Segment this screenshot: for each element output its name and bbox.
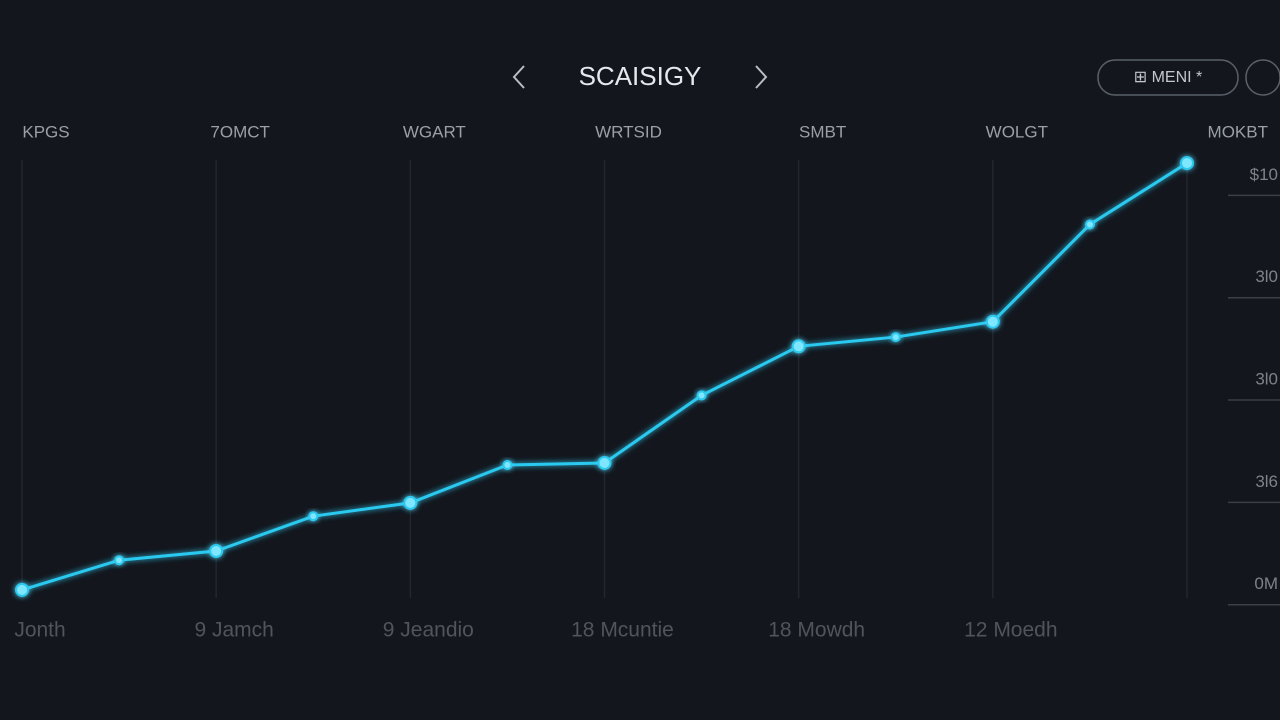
column-label: SMBT <box>799 122 846 141</box>
data-point <box>791 339 806 354</box>
menu-label: ⊞ MENI * <box>1134 69 1203 86</box>
data-point <box>597 455 612 470</box>
data-point <box>308 511 319 522</box>
x-tick-label: 9 Jamch <box>194 619 273 642</box>
column-label: WGART <box>403 122 466 141</box>
data-point <box>209 543 224 558</box>
data-point <box>1180 156 1194 171</box>
data-point <box>403 495 418 510</box>
data-point <box>502 460 513 471</box>
x-tick-label: 9 Jeandio <box>383 619 474 642</box>
x-tick-label: 12 Moedh <box>964 619 1057 642</box>
x-tick-label: 18 Mowdh <box>768 619 865 642</box>
column-label: WOLGT <box>986 122 1048 141</box>
column-label: 7OMCT <box>210 122 270 141</box>
y-tick-label: 0M <box>1254 574 1278 593</box>
title: SCAISIGY <box>579 61 702 91</box>
x-tick-label: Jonth <box>14 619 65 642</box>
data-point <box>890 332 901 343</box>
next-button[interactable] <box>755 65 768 89</box>
y-tick-label: 3l6 <box>1255 472 1278 491</box>
prev-button[interactable] <box>512 65 525 89</box>
data-point <box>114 555 125 566</box>
menu-button[interactable] <box>1097 59 1239 96</box>
data-point <box>696 390 707 401</box>
x-tick-label: 18 Mcuntie <box>571 619 674 642</box>
data-point <box>15 582 29 597</box>
column-label: WRTSID <box>595 122 662 141</box>
data-point <box>1084 219 1095 230</box>
info-button[interactable] <box>1245 59 1280 96</box>
y-tick-label: 3l0 <box>1255 370 1278 389</box>
column-label: KPGS <box>22 122 69 141</box>
data-point <box>985 314 1000 329</box>
column-label: MOKBT <box>1208 122 1268 141</box>
y-tick-label: 3l0 <box>1255 267 1278 286</box>
y-tick-label: $10 <box>1250 165 1278 184</box>
